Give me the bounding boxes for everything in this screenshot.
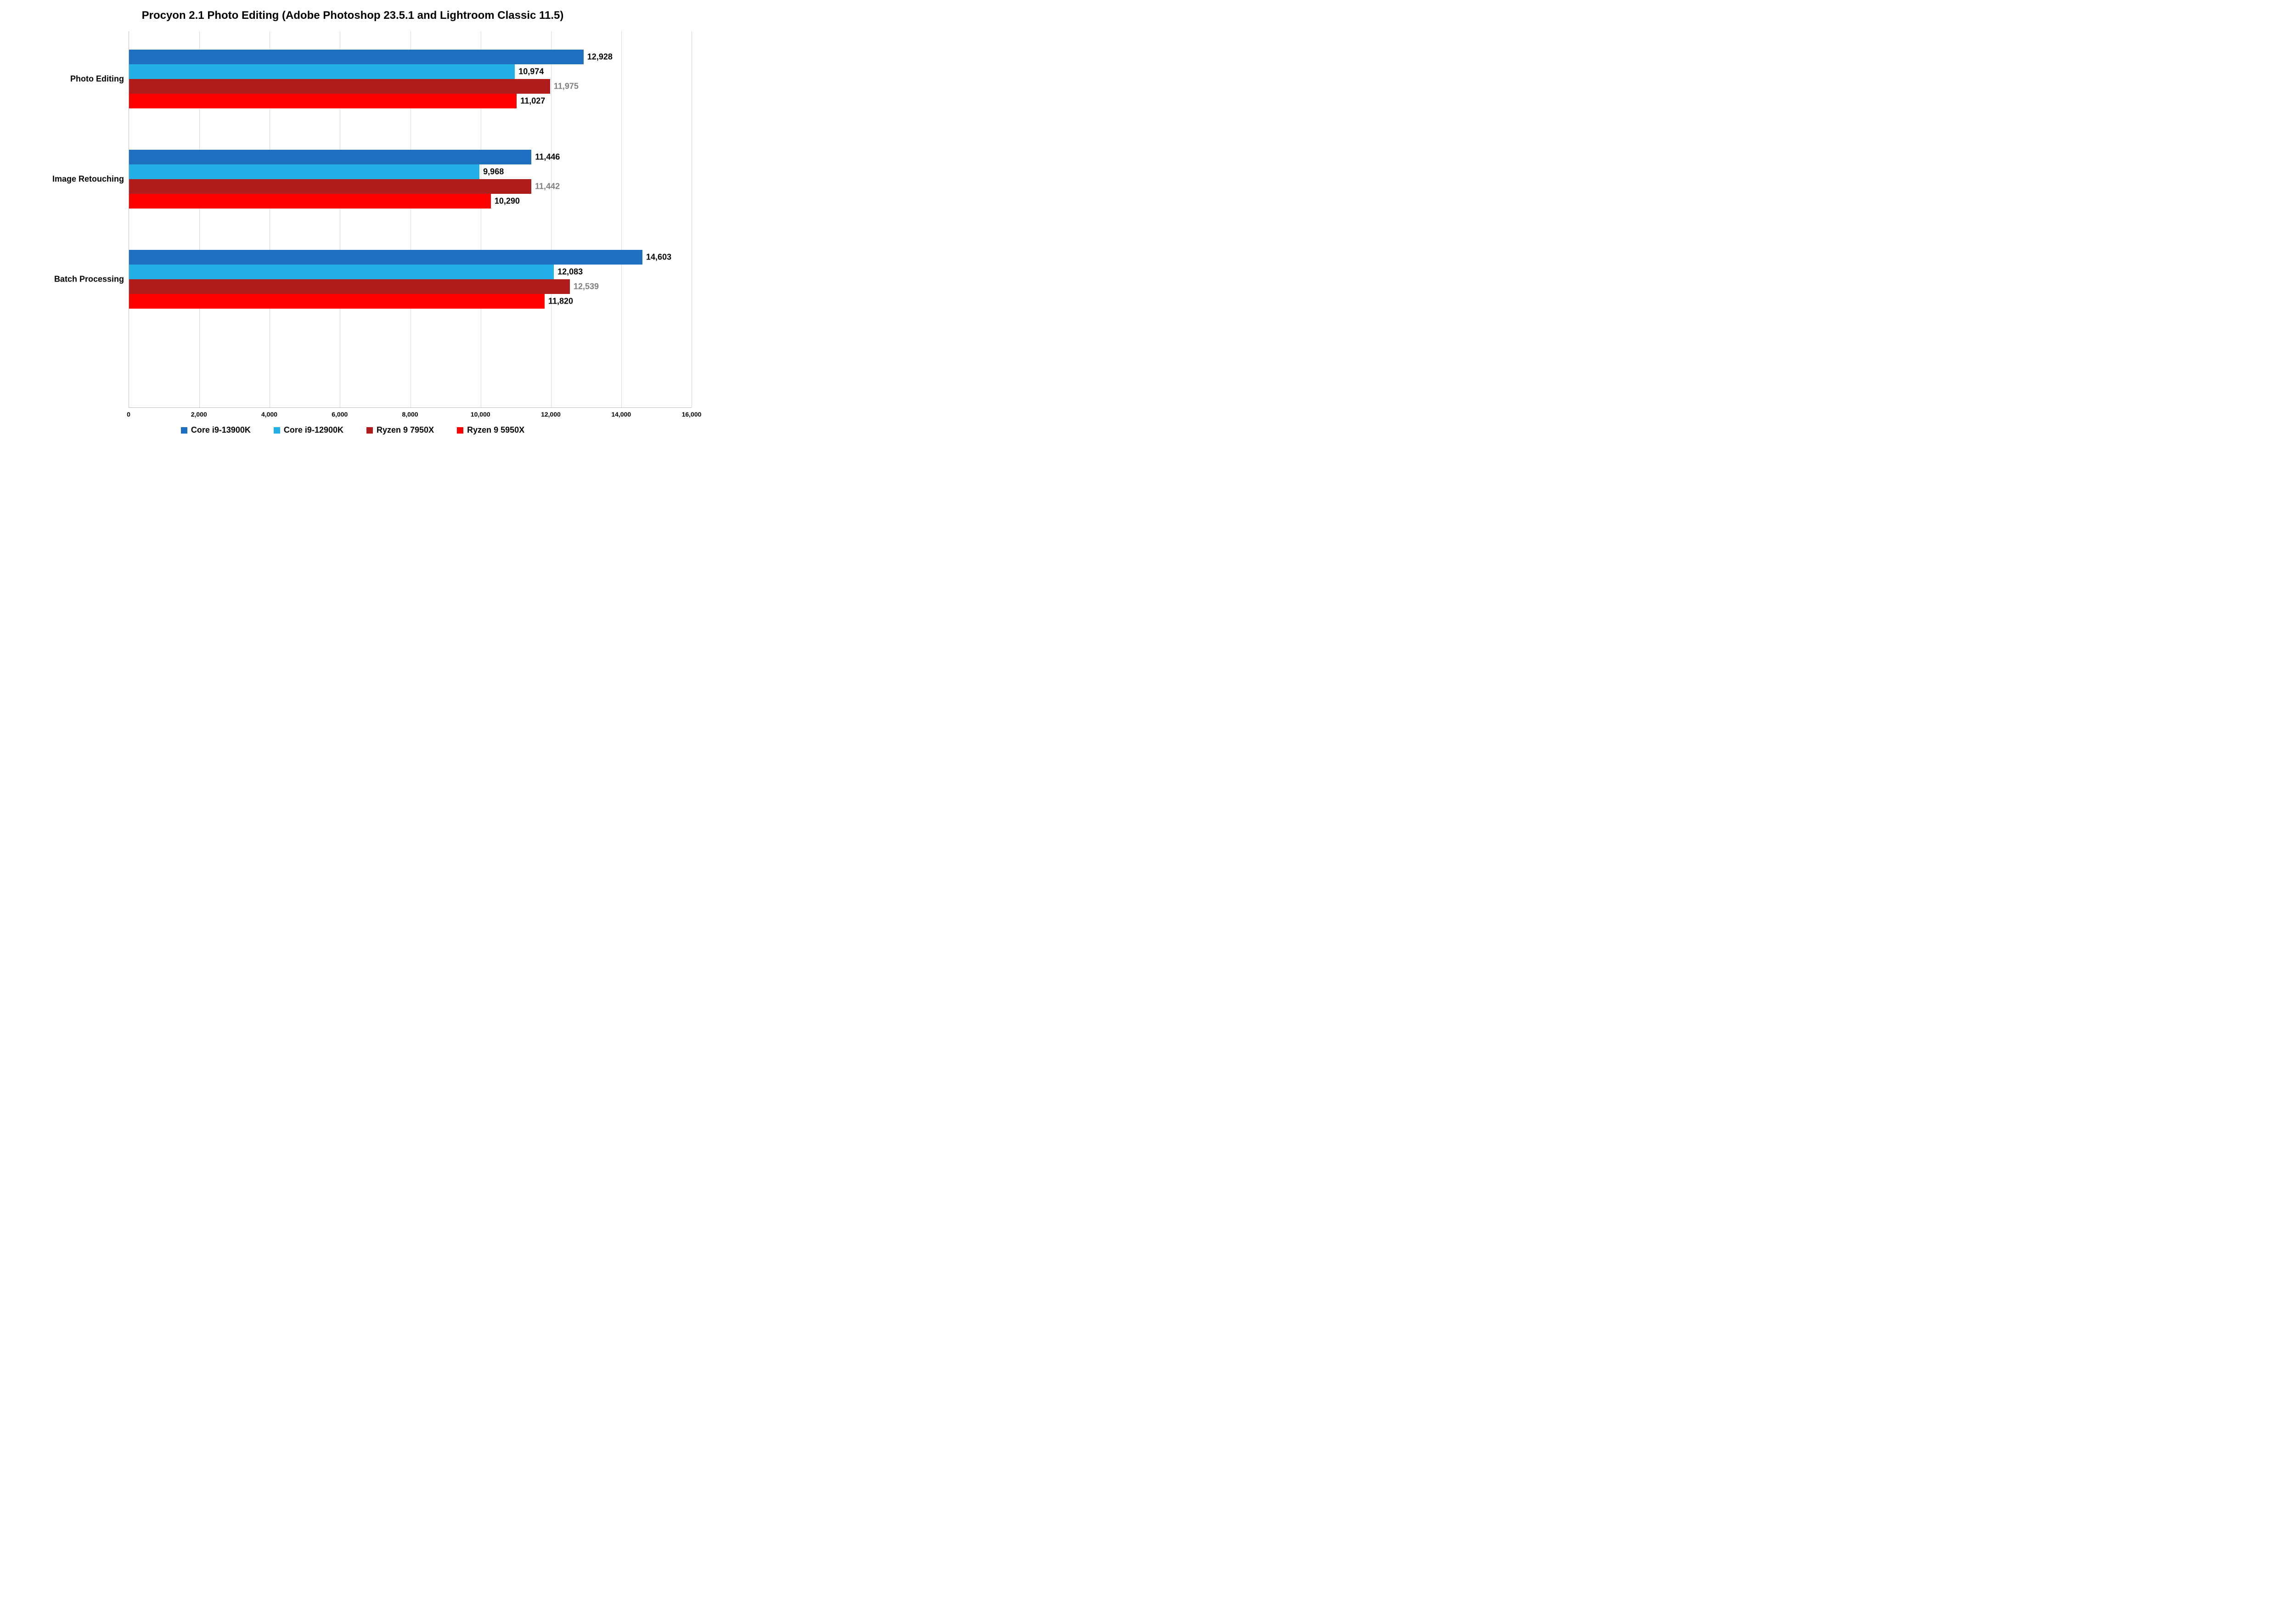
data-label: 9,968 [479,167,504,177]
x-tick-label: 12,000 [541,411,561,418]
bar: 9,968 [129,164,479,179]
data-label: 14,603 [642,253,671,262]
data-label: 12,539 [570,282,599,292]
x-tick-label: 6,000 [332,411,348,418]
bar: 14,603 [129,250,642,265]
legend-label: Core i9-13900K [191,425,251,435]
chart-title: Procyon 2.1 Photo Editing (Adobe Photosh… [14,9,692,22]
data-label: 11,027 [517,96,545,106]
bar: 12,083 [129,265,554,279]
bar: 11,975 [129,79,550,94]
category-label: Batch Processing [54,275,124,284]
legend-item: Core i9-12900K [274,425,343,435]
x-tick-label: 4,000 [261,411,277,418]
x-tick-label: 16,000 [682,411,702,418]
legend-swatch [457,427,463,434]
bar: 11,446 [129,150,531,164]
plot-area: 12,92810,97411,97511,02711,4469,96811,44… [129,31,692,408]
data-label: 11,442 [531,182,560,192]
x-tick-label: 0 [127,411,130,418]
data-label: 10,290 [491,197,520,206]
legend-item: Core i9-13900K [181,425,251,435]
legend-item: Ryzen 9 5950X [457,425,524,435]
bar: 11,442 [129,179,531,194]
legend-item: Ryzen 9 7950X [366,425,434,435]
bar: 12,928 [129,50,584,64]
x-tick-label: 14,000 [611,411,631,418]
data-label: 12,928 [584,52,613,62]
x-axis-ticks: 02,0004,0006,0008,00010,00012,00014,0001… [129,408,692,421]
x-tick-label: 8,000 [402,411,418,418]
x-axis-spacer [14,408,129,421]
data-label: 11,446 [531,152,560,162]
legend-label: Ryzen 9 7950X [377,425,434,435]
data-label: 11,975 [550,82,579,91]
bar: 11,027 [129,94,517,108]
data-label: 10,974 [515,67,544,77]
legend-label: Ryzen 9 5950X [467,425,524,435]
legend-label: Core i9-12900K [284,425,343,435]
y-axis-labels: Photo Editing Image Retouching Batch Proce… [14,31,129,408]
legend-swatch [366,427,373,434]
bar: 12,539 [129,279,570,294]
plot-row: Photo Editing Image Retouching Batch Proce… [14,31,692,408]
category-label: Photo Editing [70,74,124,84]
data-label: 12,083 [554,267,583,277]
chart-container: Procyon 2.1 Photo Editing (Adobe Photosh… [0,0,705,459]
legend-swatch [274,427,280,434]
bar: 10,974 [129,64,515,79]
x-tick-label: 2,000 [191,411,207,418]
gridline [621,31,622,407]
category-label: Image Retouching [52,175,124,184]
bar: 10,290 [129,194,491,209]
x-axis: 02,0004,0006,0008,00010,00012,00014,0001… [14,408,692,421]
bar: 11,820 [129,294,545,309]
data-label: 11,820 [545,297,573,306]
legend-swatch [181,427,187,434]
legend: Core i9-13900K Core i9-12900K Ryzen 9 7950… [14,425,692,435]
x-tick-label: 10,000 [471,411,490,418]
